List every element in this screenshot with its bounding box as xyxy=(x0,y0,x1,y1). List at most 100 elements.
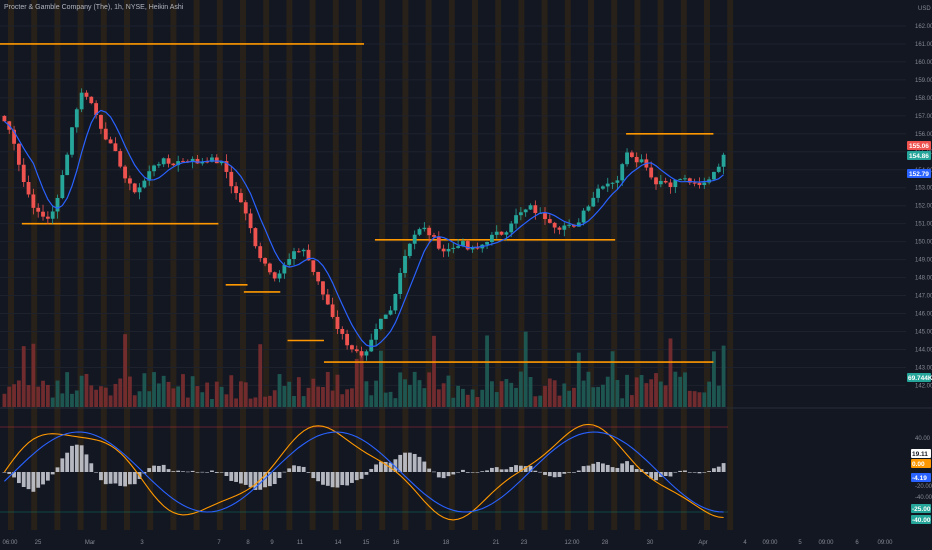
candle-body xyxy=(620,164,625,181)
candle-body xyxy=(142,180,147,188)
price-tick-label: 157.00 xyxy=(915,114,932,120)
histogram-bar xyxy=(543,472,547,475)
candle-body xyxy=(234,186,239,194)
volume-bar xyxy=(301,396,306,407)
session-band xyxy=(332,0,339,530)
session-band xyxy=(379,0,386,530)
candle-body xyxy=(127,178,132,184)
volume-bar xyxy=(712,351,716,407)
session-band xyxy=(31,0,38,530)
grid-lines xyxy=(0,25,906,386)
candle-body xyxy=(407,243,412,256)
volume-bar xyxy=(263,396,267,407)
volume-bar xyxy=(374,380,378,407)
heikin-ashi-candles xyxy=(2,88,726,361)
histogram-bar xyxy=(210,470,214,472)
volume-bar xyxy=(441,383,446,407)
volume-bar xyxy=(272,390,277,407)
time-tick-label: 16 xyxy=(393,540,400,546)
candle-body xyxy=(277,273,282,279)
candle-body xyxy=(441,248,446,252)
candle-body xyxy=(137,187,142,193)
histogram-bar xyxy=(277,472,282,478)
volume-bar xyxy=(176,386,181,407)
candle-body xyxy=(687,178,692,183)
histogram-bar xyxy=(2,472,7,473)
candle-body xyxy=(79,92,84,110)
volume-bar xyxy=(7,386,12,407)
volume-bar xyxy=(137,391,142,407)
histogram-bar xyxy=(108,472,113,484)
candle-body xyxy=(605,183,610,187)
volume-bar xyxy=(253,397,258,407)
histogram-bar xyxy=(509,466,514,472)
candle-body xyxy=(50,211,55,219)
volume-bar xyxy=(610,351,615,407)
session-band xyxy=(472,0,478,530)
price-tag xyxy=(907,151,931,160)
histogram-bar xyxy=(562,472,567,474)
volume-bar xyxy=(605,376,610,407)
histogram-bar xyxy=(412,453,417,472)
histogram-bar xyxy=(528,465,533,472)
candle-body xyxy=(523,209,528,213)
histogram-bar xyxy=(620,463,625,472)
volume-bar xyxy=(210,398,214,407)
volume-bar xyxy=(533,396,538,407)
price-tick-label: 150.00 xyxy=(915,240,932,246)
volume-bar xyxy=(465,394,470,407)
time-tick-label: 09:00 xyxy=(762,540,778,546)
candle-body xyxy=(552,222,557,228)
volume-tag-label: 69.744K xyxy=(908,375,932,382)
candle-body xyxy=(581,210,586,223)
candle-body xyxy=(716,166,721,172)
histogram-bar xyxy=(557,472,562,477)
volume-bar xyxy=(547,378,552,407)
currency-label: USD xyxy=(918,6,931,12)
candle-body xyxy=(55,198,60,212)
volume-bar xyxy=(239,381,243,407)
histogram-bar xyxy=(31,472,36,492)
candle-body xyxy=(161,158,166,165)
price-tick-label: 143.00 xyxy=(915,365,932,371)
volume-bar xyxy=(639,375,644,407)
candle-body xyxy=(615,180,620,183)
candle-body xyxy=(591,197,596,207)
volume-bar xyxy=(171,388,176,407)
volume-bar xyxy=(325,371,330,407)
histogram-bar xyxy=(350,472,354,483)
histogram-bar xyxy=(239,472,243,484)
session-band xyxy=(727,0,734,530)
histogram-bar xyxy=(219,472,224,473)
candle-body xyxy=(654,177,658,185)
candle-body xyxy=(31,194,36,208)
candle-body xyxy=(678,179,683,181)
histogram-bar xyxy=(702,472,707,473)
candle-body xyxy=(214,157,219,164)
histogram-bar xyxy=(480,471,485,472)
volume-bar xyxy=(687,390,692,407)
oscillator-tag-label: 0.00 xyxy=(912,461,925,468)
volume-bar xyxy=(292,396,296,407)
volume-bar xyxy=(649,379,654,407)
volume-bar xyxy=(407,384,412,407)
time-tick-label: 3 xyxy=(140,540,144,546)
time-tick-label: 12:00 xyxy=(564,540,580,546)
oscillator-slow-line xyxy=(4,431,724,513)
histogram-bar xyxy=(205,472,210,473)
volume-bar xyxy=(267,395,272,407)
moving-average-line xyxy=(4,109,724,348)
candle-body xyxy=(166,158,171,164)
volume-bar xyxy=(538,395,543,407)
histogram-bar xyxy=(668,472,673,477)
time-tick-label: 15 xyxy=(363,540,370,546)
candle-body xyxy=(292,251,296,260)
candle-body xyxy=(528,205,533,210)
histogram-bar xyxy=(610,467,615,472)
histogram-bar xyxy=(263,472,267,488)
volume-bar xyxy=(65,372,70,407)
histogram-bar xyxy=(644,472,649,474)
volume-bar xyxy=(388,391,393,407)
volume-bar xyxy=(596,386,601,407)
